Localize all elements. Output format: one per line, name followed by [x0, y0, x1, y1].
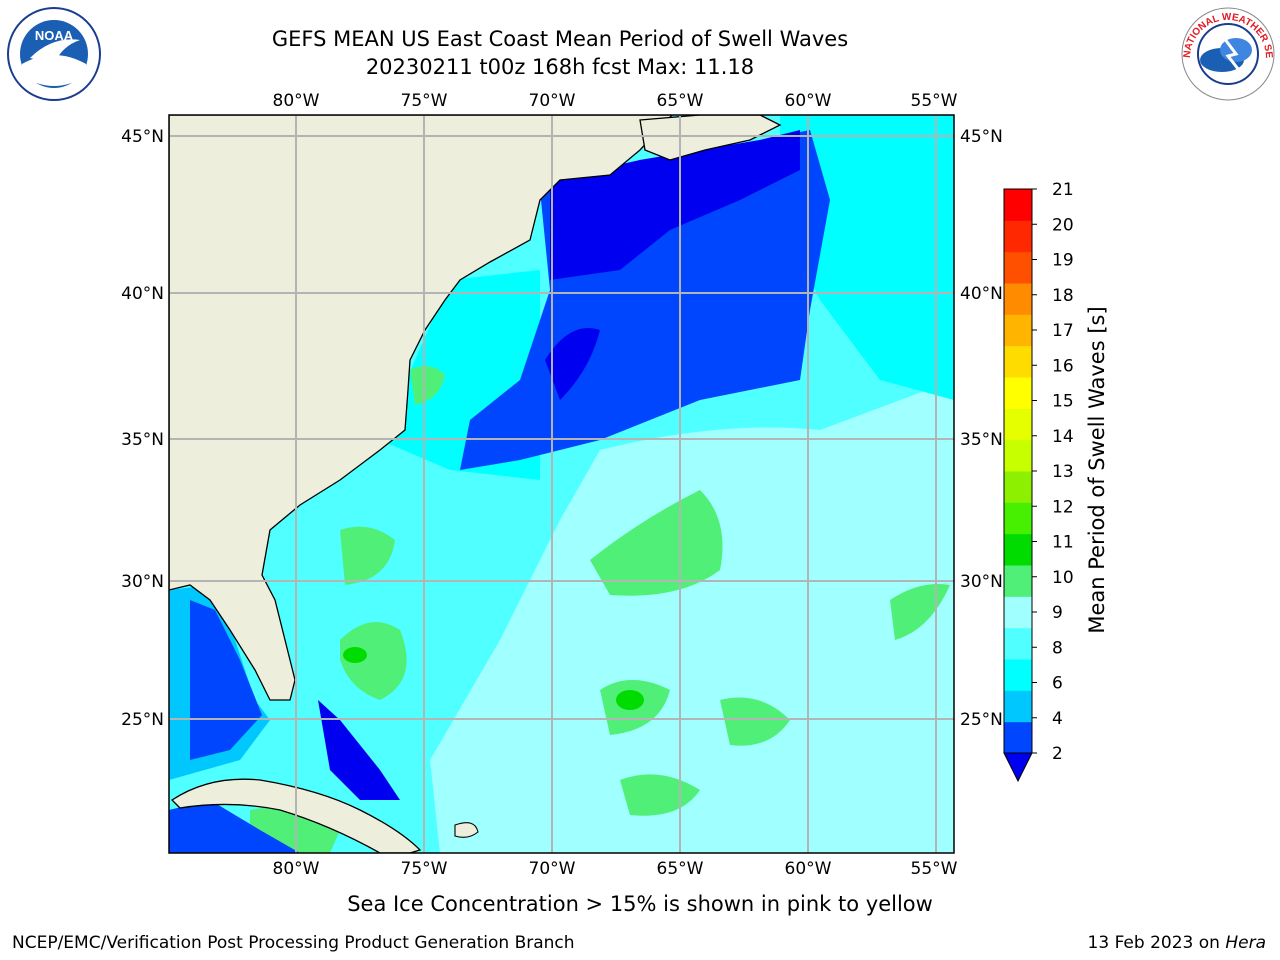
colorbar-swatch: [1004, 251, 1032, 284]
swell-patch-green-10: [616, 690, 644, 710]
map-title: GEFS MEAN US East Coast Mean Period of S…: [271, 27, 849, 51]
colorbar-tick-label: 16: [1052, 356, 1074, 376]
colorbar-swatch: [1004, 314, 1032, 347]
colorbar-tick-label: 18: [1052, 286, 1074, 306]
colorbar-tick-label: 12: [1052, 497, 1074, 517]
colorbar-tick-label: 9: [1052, 603, 1063, 623]
swell-field-deep-blue-2: [545, 328, 600, 400]
noaa-logo-text: NOAA: [35, 28, 74, 43]
sea-ice-note: Sea Ice Concentration > 15% is shown in …: [347, 892, 933, 916]
colorbar-tick-label: 21: [1052, 180, 1074, 200]
lon-label-top: 55°W: [911, 91, 958, 111]
colorbar-tick-label: 20: [1052, 215, 1074, 235]
swell-field-bahamas: [318, 700, 400, 800]
swell-patch-green-5: [720, 697, 790, 746]
colorbar-swatch: [1004, 220, 1032, 253]
colorbar-swatch: [1004, 189, 1032, 221]
lon-label-bottom: 70°W: [529, 859, 576, 879]
land-maritimes: [639, 115, 782, 161]
swell-patch-green-11: [343, 647, 367, 663]
noaa-logo: NOAA: [7, 7, 101, 101]
lon-label-bottom: 80°W: [273, 859, 320, 879]
colorbar-tick-label: 19: [1052, 251, 1074, 271]
lon-label-top: 80°W: [273, 91, 320, 111]
colorbar-swatch: [1004, 439, 1032, 472]
colorbar-tick-label: 10: [1052, 568, 1074, 588]
credit-text: NCEP/EMC/Verification Post Processing Pr…: [12, 933, 575, 953]
land-cuba: [170, 778, 422, 853]
lon-label-top: 70°W: [529, 91, 576, 111]
lon-label-top: 75°W: [401, 91, 448, 111]
colorbar-swatch: [1004, 721, 1032, 754]
colorbar-tick-label: 14: [1052, 427, 1074, 447]
map-frame: [168, 114, 955, 854]
colorbar-tick-label: 11: [1052, 533, 1074, 553]
colorbar-swatch: [1004, 408, 1032, 441]
map-subtitle: 20230211 t00z 168h fcst Max: 11.18: [365, 55, 755, 79]
lon-label-bottom: 60°W: [785, 859, 832, 879]
lon-label-bottom: 65°W: [657, 859, 704, 879]
swell-field-light: [430, 380, 954, 853]
colorbar-tick-label: 6: [1052, 674, 1063, 694]
swell-field-caribbean: [169, 800, 300, 853]
land-north-america: [169, 115, 673, 701]
colorbar-swatch: [1004, 533, 1032, 566]
colorbar-swatch: [1004, 283, 1032, 315]
colorbar-swatch: [1004, 377, 1032, 409]
lat-label-left: 45°N: [121, 127, 164, 147]
lat-label-right: 40°N: [960, 284, 1003, 304]
lat-label-right: 45°N: [960, 127, 1003, 147]
colorbar-swatch: [1004, 596, 1032, 629]
lat-label-right: 25°N: [960, 710, 1003, 730]
colorbar-swatch: [1004, 565, 1032, 597]
map-area: [169, 115, 954, 853]
lat-label-left: 35°N: [121, 430, 164, 450]
colorbar-swatch: [1004, 502, 1032, 535]
lat-label-left: 30°N: [121, 572, 164, 592]
lat-label-right: 35°N: [960, 430, 1003, 450]
date-text: 13 Feb 2023 on: [1087, 933, 1226, 953]
graticule: [169, 115, 954, 853]
lat-label-right: 30°N: [960, 572, 1003, 592]
colorbar-tick-label: 17: [1052, 321, 1074, 341]
colorbar-tick-label: 2: [1052, 744, 1063, 764]
colorbar-tick-label: 8: [1052, 638, 1063, 658]
lon-label-bottom: 75°W: [401, 859, 448, 879]
swell-patch-green-1: [590, 490, 723, 596]
host-name: Hera: [1225, 933, 1266, 953]
colorbar-swatch: [1004, 659, 1032, 691]
colorbar-swatch: [1004, 690, 1032, 723]
lon-label-bottom: 55°W: [911, 859, 958, 879]
lon-label-top: 65°W: [657, 91, 704, 111]
colorbar-swatch: [1004, 345, 1032, 378]
colorbar-tick-label: 15: [1052, 392, 1074, 412]
land-hispaniola: [454, 822, 479, 838]
lat-label-left: 25°N: [121, 710, 164, 730]
lat-label-left: 40°N: [121, 284, 164, 304]
swell-patch-green-8: [410, 366, 445, 405]
swell-patch-green-3: [340, 622, 407, 700]
date-stamp: 13 Feb 2023 on Hera: [1088, 933, 1266, 953]
nws-logo: NATIONAL WEATHER SERVICE: [1180, 6, 1275, 101]
colorbar-tick-label: 13: [1052, 462, 1074, 482]
colorbar-under-arrow: [1003, 752, 1033, 783]
colorbar-tick-label: 4: [1052, 709, 1063, 729]
colorbar-label: Mean Period of Swell Waves [s]: [1085, 306, 1109, 634]
colorbar-swatch: [1004, 627, 1032, 660]
lon-label-top: 60°W: [785, 91, 832, 111]
colorbar-swatch: [1004, 471, 1032, 503]
swell-patch-green-2: [340, 526, 395, 585]
colorbar: 2 4 6 8 9 10 11 12 13 14 15 16 17 18 19 20 21: [1003, 180, 1074, 783]
